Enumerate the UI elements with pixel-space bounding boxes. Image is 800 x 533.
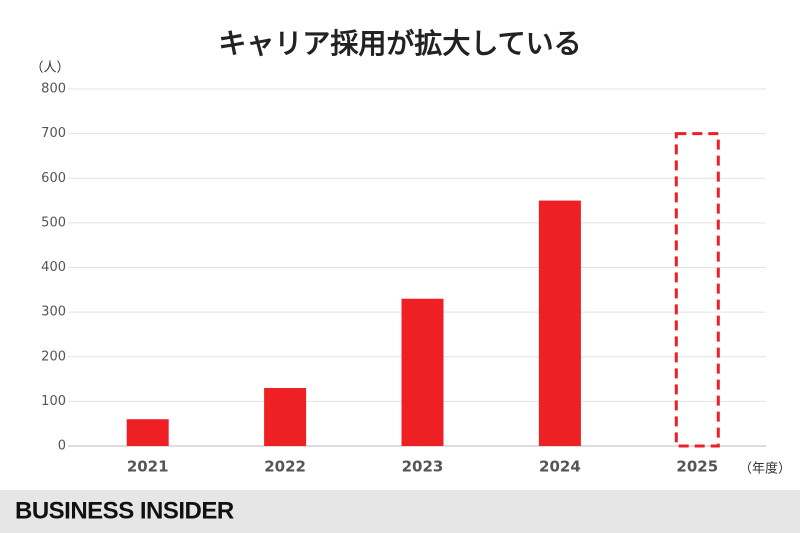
brand-logo: BUSINESS INSIDER [15,497,234,524]
x-tick-label: 2022 [264,458,306,476]
y-tick-label: 300 [41,305,66,320]
y-tick-label: 600 [41,171,66,186]
x-tick-label: 2023 [402,458,444,476]
y-tick-label: 700 [41,126,66,141]
x-tick-label: 2024 [539,458,581,476]
chart-title: キャリア採用が拡大している [218,27,581,60]
y-tick-label: 400 [41,260,66,275]
y-unit: （人） [30,61,69,76]
bar [538,200,581,446]
y-tick-label: 0 [58,439,66,454]
x-tick-label: 2021 [127,458,169,476]
bar [264,387,307,446]
bar [126,419,169,446]
x-unit: （年度） [739,461,791,477]
y-tick-label: 100 [41,394,66,409]
x-tick-label: 2025 [676,458,718,476]
footer-band [0,490,800,533]
bar [401,298,444,446]
bar-projected [674,132,720,448]
y-tick-label: 800 [41,82,66,97]
y-tick-label: 500 [41,215,66,230]
y-tick-label: 200 [41,349,66,364]
